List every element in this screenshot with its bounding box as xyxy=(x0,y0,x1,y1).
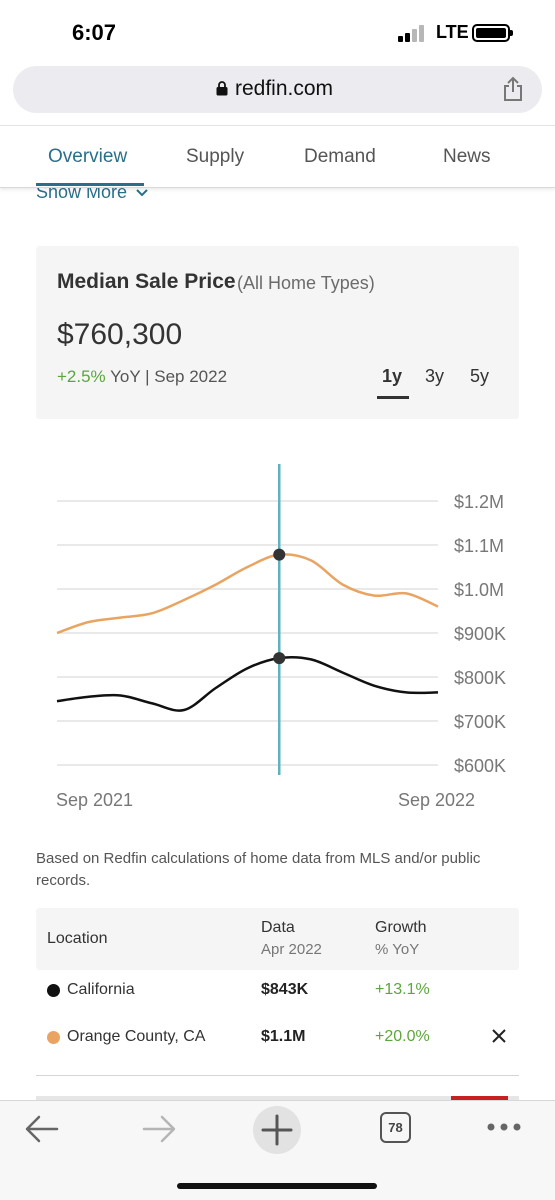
chevron-down-icon xyxy=(136,189,148,197)
range-3y-button[interactable]: 3y xyxy=(425,366,445,386)
active-tab-indicator xyxy=(36,183,144,186)
y-tick-label: $1.0M xyxy=(454,580,504,600)
next-card-accent xyxy=(451,1096,508,1101)
yoy-percent: +2.5% xyxy=(57,367,106,386)
y-tick-label: $1.2M xyxy=(454,492,504,512)
header-growth: Growth xyxy=(375,919,427,936)
row-location: Orange County, CA xyxy=(67,1028,206,1045)
more-menu-icon[interactable] xyxy=(486,1121,522,1133)
card-subtitle: (All Home Types) xyxy=(237,273,375,293)
row-growth: +13.1% xyxy=(375,981,430,998)
header-data-period: Apr 2022 xyxy=(261,941,322,958)
tab-overview[interactable]: Overview xyxy=(48,146,128,167)
back-arrow-icon[interactable] xyxy=(24,1113,60,1145)
header-data: Data xyxy=(261,919,295,936)
forward-arrow-icon[interactable] xyxy=(141,1113,177,1145)
tab-news[interactable]: News xyxy=(443,146,491,167)
cellular-signal-icon xyxy=(398,24,428,42)
orange-county-series-line xyxy=(56,553,439,635)
share-icon[interactable] xyxy=(501,76,525,102)
legend-dot-icon xyxy=(47,984,60,997)
median-price: $760,300 xyxy=(57,318,183,351)
table-divider xyxy=(36,1075,519,1076)
tab-supply[interactable]: Supply xyxy=(186,146,245,167)
y-tick-label: $1.1M xyxy=(454,536,504,556)
table-row: California $843K +13.1% xyxy=(36,969,519,1013)
row-value: $1.1M xyxy=(261,1028,306,1045)
y-tick-label: $900K xyxy=(454,624,506,644)
home-indicator xyxy=(177,1183,377,1189)
highlight-point xyxy=(273,548,286,561)
new-tab-button[interactable] xyxy=(253,1106,301,1154)
tab-switcher-button[interactable]: 78 xyxy=(380,1112,411,1143)
plus-icon xyxy=(261,1114,293,1146)
source-note: Based on Redfin calculations of home dat… xyxy=(36,850,481,889)
table-header: Location Data Apr 2022 Growth % YoY xyxy=(36,908,519,970)
yoy-summary: +2.5% YoY | Sep 2022 xyxy=(57,367,227,387)
status-bar: 6:07 LTE xyxy=(0,0,555,62)
tab-count: 78 xyxy=(388,1120,403,1135)
row-location: California xyxy=(67,981,135,998)
url-text: redfin.com xyxy=(235,77,334,100)
y-tick-label: $700K xyxy=(454,712,506,732)
header-growth-unit: % YoY xyxy=(375,941,420,958)
range-5y-button[interactable]: 5y xyxy=(470,366,490,386)
legend-dot-icon xyxy=(47,1031,60,1044)
battery-icon xyxy=(472,24,513,42)
header-location: Location xyxy=(47,930,108,947)
y-tick-label: $600K xyxy=(454,756,506,776)
address-bar[interactable]: redfin.com xyxy=(13,66,542,113)
median-sale-price-card: Median Sale Price (All Home Types) $760,… xyxy=(36,246,519,419)
row-growth: +20.0% xyxy=(375,1028,430,1045)
yoy-period: YoY | Sep 2022 xyxy=(105,367,228,386)
california-series-line xyxy=(56,655,439,712)
range-1y-button[interactable]: 1y xyxy=(382,366,403,386)
header-divider xyxy=(0,125,555,126)
row-value: $843K xyxy=(261,981,309,998)
network-type: LTE xyxy=(436,22,469,42)
card-title: Median Sale Price xyxy=(57,270,236,293)
status-time: 6:07 xyxy=(72,20,117,45)
active-range-indicator xyxy=(377,396,409,399)
close-icon[interactable] xyxy=(489,1026,509,1046)
x-tick-label: Sep 2021 xyxy=(56,790,133,810)
section-tabs: Overview Supply Demand News xyxy=(0,126,555,188)
x-tick-label: Sep 2022 xyxy=(398,790,475,810)
tab-demand[interactable]: Demand xyxy=(304,146,376,167)
next-card-edge xyxy=(36,1096,519,1101)
highlight-point xyxy=(273,652,286,665)
y-tick-label: $800K xyxy=(454,668,506,688)
lock-icon xyxy=(216,81,228,96)
table-row: Orange County, CA $1.1M +20.0% xyxy=(36,1016,519,1060)
price-line-chart[interactable]: $1.2M $1.1M $1.0M $900K $800K $700K $600K Sep 2… xyxy=(0,450,555,830)
